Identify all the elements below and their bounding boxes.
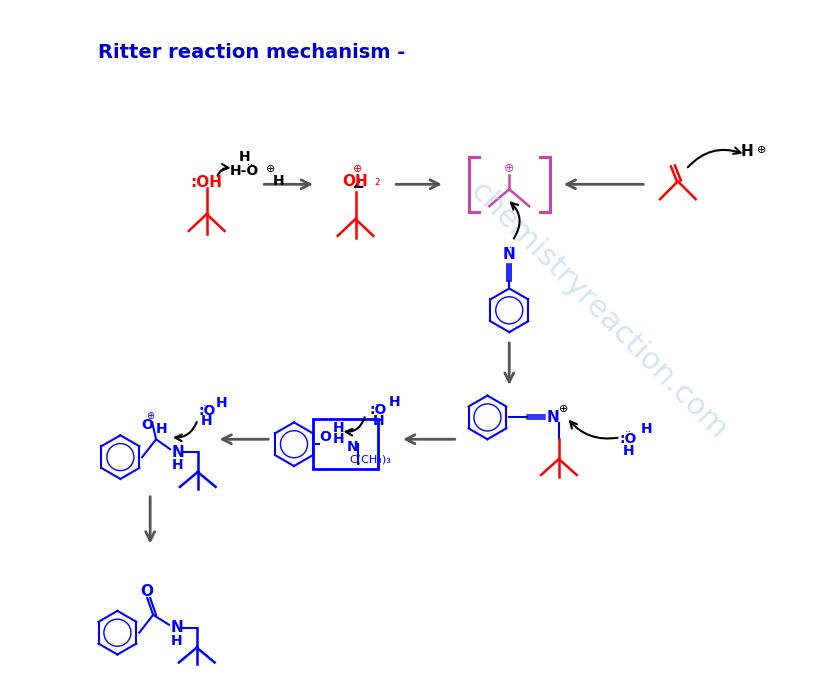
Text: ⊕: ⊕: [504, 162, 514, 175]
Text: :OH: :OH: [190, 175, 223, 190]
Text: H: H: [640, 423, 652, 437]
Text: Ritter reaction mechanism -: Ritter reaction mechanism -: [98, 43, 405, 62]
Text: H: H: [372, 414, 384, 428]
Text: chemistryreaction.com: chemistryreaction.com: [464, 176, 733, 445]
Text: ⊕: ⊕: [266, 164, 276, 174]
Text: C(CH₃)₃: C(CH₃)₃: [349, 454, 392, 464]
Text: ..: ..: [203, 398, 210, 407]
Text: H: H: [741, 144, 754, 159]
Text: N: N: [171, 445, 185, 459]
Text: H: H: [239, 149, 250, 164]
FancyBboxPatch shape: [313, 419, 378, 469]
Text: O: O: [319, 430, 331, 444]
Text: O: O: [141, 418, 153, 432]
Text: N: N: [503, 247, 516, 262]
Text: N: N: [347, 440, 358, 454]
Text: ..: ..: [506, 240, 513, 250]
Text: H: H: [622, 444, 634, 458]
Text: ⊕: ⊕: [757, 144, 766, 155]
Text: N: N: [170, 620, 184, 635]
Text: H: H: [156, 423, 168, 437]
Text: :O: :O: [198, 405, 215, 418]
Text: H: H: [272, 174, 284, 188]
Text: N: N: [547, 410, 559, 425]
Text: H-O: H-O: [230, 164, 259, 178]
Text: H: H: [171, 634, 183, 648]
Text: H: H: [388, 395, 400, 409]
Text: O: O: [140, 584, 154, 598]
Text: H: H: [215, 396, 227, 409]
Text: ⊕: ⊕: [146, 412, 154, 421]
Text: ₂: ₂: [375, 174, 380, 188]
Text: H: H: [333, 432, 345, 446]
Text: ..: ..: [625, 424, 632, 434]
Text: :O: :O: [370, 403, 387, 418]
Text: ..: ..: [375, 396, 382, 407]
Text: OH: OH: [342, 174, 368, 189]
Text: ⊕: ⊕: [559, 403, 569, 414]
Text: H: H: [201, 414, 213, 428]
Text: H: H: [172, 458, 184, 472]
Text: :O: :O: [620, 432, 637, 446]
Text: H: H: [333, 421, 345, 435]
Text: ..: ..: [247, 158, 253, 167]
Text: ..: ..: [321, 424, 328, 434]
Text: ⊕: ⊕: [353, 164, 362, 174]
